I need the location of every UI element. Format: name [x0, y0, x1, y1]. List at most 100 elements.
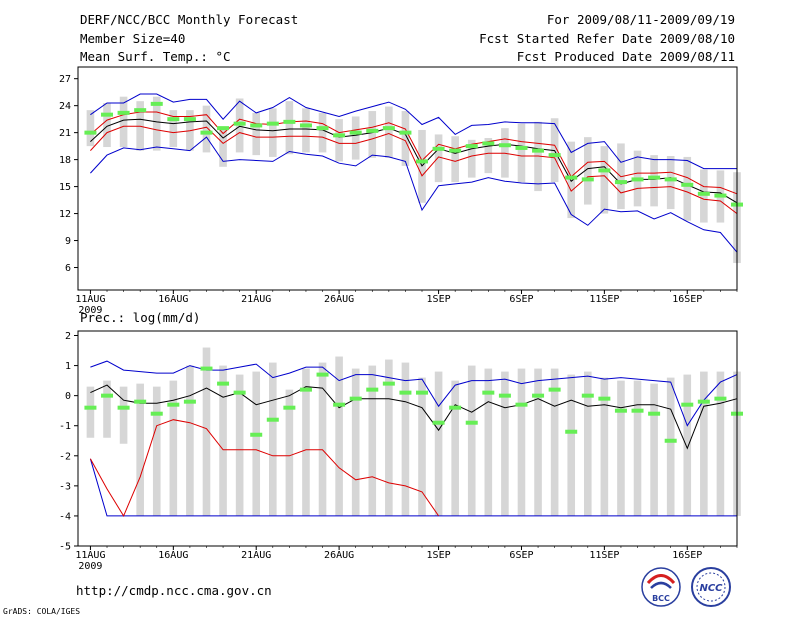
temp-y-tick-label: 6 [65, 263, 71, 274]
precip-observed-mark [515, 402, 528, 407]
precip-observed-mark [631, 408, 644, 413]
temp-observed-mark [548, 153, 561, 158]
temp-y-tick-label: 15 [59, 182, 71, 193]
temp-spread-bar [335, 119, 343, 162]
precip-spread-bar [600, 377, 609, 516]
temp-spread-bar [252, 112, 261, 156]
temp-observed-mark [366, 128, 379, 133]
temp-observed-mark [150, 101, 163, 106]
temp-spread-bar [368, 111, 377, 158]
temp-observed-mark [482, 141, 495, 146]
precip-spread-bar [136, 383, 144, 516]
precip-spread-bar [186, 365, 194, 516]
precip-observed-mark [217, 381, 230, 386]
temp-observed-mark [183, 117, 196, 122]
source-url[interactable]: http://cmdp.ncc.cma.gov.cn [76, 583, 272, 598]
temp-x-tick-label: 11SEP [589, 294, 619, 305]
precip-observed-mark [382, 381, 395, 386]
precip-spread-bar [617, 380, 625, 516]
precip-spread-bar [169, 380, 178, 516]
temp-observed-mark [316, 126, 329, 131]
temp-spread-bar [683, 156, 692, 221]
temperature-x-axis: 11AUG 16AUG 21AUG 26AUG 1SEP 6SEP 11SEP 16SEP 20… [75, 290, 738, 316]
precip-observed-mark [183, 399, 196, 404]
precip-observed-mark [150, 411, 163, 416]
precip-x-tick-label: 16AUG [158, 550, 188, 561]
temp-spread-bar [268, 108, 277, 157]
temp-observed-mark [167, 117, 180, 122]
precip-observed-mark [283, 405, 296, 410]
temp-spread-bar [600, 146, 609, 214]
temp-min-line [90, 136, 738, 253]
precip-y-tick-label: -1 [59, 421, 71, 432]
precip-spread-bar [335, 356, 343, 516]
precip-spread-bar [467, 365, 476, 516]
precip-min-red-line [89, 419, 440, 517]
precip-observed-mark [266, 417, 279, 422]
temp-observed-mark [399, 130, 412, 135]
precip-x-tick-label: 26AUG [324, 550, 354, 561]
temp-observed-mark [233, 121, 246, 126]
temp-mean-line [90, 118, 738, 204]
temp-max-line [90, 93, 737, 170]
precip-observed-mark [565, 429, 578, 434]
precip-observed-mark [714, 396, 727, 401]
temp-x-tick-label: 21AUG [241, 294, 271, 305]
precip-observed-marks [84, 366, 743, 443]
temp-observed-mark [117, 110, 130, 115]
temp-spread-bar [451, 136, 459, 183]
precip-observed-mark [697, 399, 710, 404]
temp-observed-mark [134, 108, 147, 113]
bcc-logo-ring [641, 567, 681, 607]
precip-observed-mark [581, 393, 594, 398]
temp-x-tick-label: 16SEP [672, 294, 702, 305]
precip-observed-mark [366, 387, 379, 392]
figure-title: DERF/NCC/BCC Monthly Forecast [80, 12, 298, 27]
precip-y-tick-label: -5 [59, 542, 71, 553]
temp-observed-mark [382, 126, 395, 131]
temp-spread-bar [484, 138, 493, 174]
temp-spread-bar [169, 110, 178, 148]
temp-observed-mark [283, 119, 296, 124]
precip-spread-bar [550, 368, 559, 516]
precip-spread-bar [351, 368, 360, 516]
temp-spread-bar [351, 116, 360, 160]
precip-spread-bar [700, 371, 708, 516]
precip-observed-mark [482, 390, 495, 395]
temp-spread-bar [567, 141, 576, 219]
temp-observed-mark [266, 121, 279, 126]
precip-y-tick-label: 1 [65, 361, 71, 372]
precip-x-tick-label: 6SEP [509, 550, 533, 561]
forecast-produced-label: Fcst Produced Date 2009/08/11 [517, 49, 735, 64]
ncc-logo: NCC [691, 567, 731, 607]
temp-observed-mark [697, 191, 710, 196]
precipitation-panel: -5 -4 -3 -2 -1 0 1 2 11AUG 16AUG 21AUG 26AUG 1SEP 6S… [59, 330, 743, 572]
precip-plot-frame [77, 330, 738, 547]
precip-observed-mark [548, 387, 561, 392]
forecast-started-label: Fcst Started Refer Date 2009/08/10 [479, 31, 735, 46]
precip-x-tick-label: 21AUG [241, 550, 271, 561]
temp-observed-mark [217, 126, 230, 131]
temperature-variable-label: Mean Surf. Temp.: °C [80, 49, 231, 64]
temp-spread-bar [119, 96, 128, 148]
precip-observed-mark [648, 411, 661, 416]
temp-band-lower-line [90, 125, 738, 214]
precip-spread-bar [683, 374, 692, 516]
temp-observed-mark [515, 145, 528, 150]
temp-observed-mark [631, 177, 644, 182]
precip-spread-bar [567, 374, 576, 516]
temp-spread-bar [202, 105, 211, 153]
precip-spread-bar [517, 368, 526, 516]
temp-spread-bar [385, 106, 393, 158]
precip-spread-bars [86, 347, 741, 516]
bcc-logo: BCC [641, 567, 681, 607]
precip-observed-mark [416, 390, 429, 395]
precip-x-tick-label: 1SEP [427, 550, 451, 561]
temp-spread-bar [650, 155, 658, 207]
precip-observed-mark [664, 438, 677, 443]
precip-spread-bar [716, 371, 725, 516]
precip-y-tick-label: 2 [65, 331, 71, 342]
precip-x-tick-label: 11SEP [589, 550, 619, 561]
temp-x-year-label: 2009 [78, 305, 102, 316]
